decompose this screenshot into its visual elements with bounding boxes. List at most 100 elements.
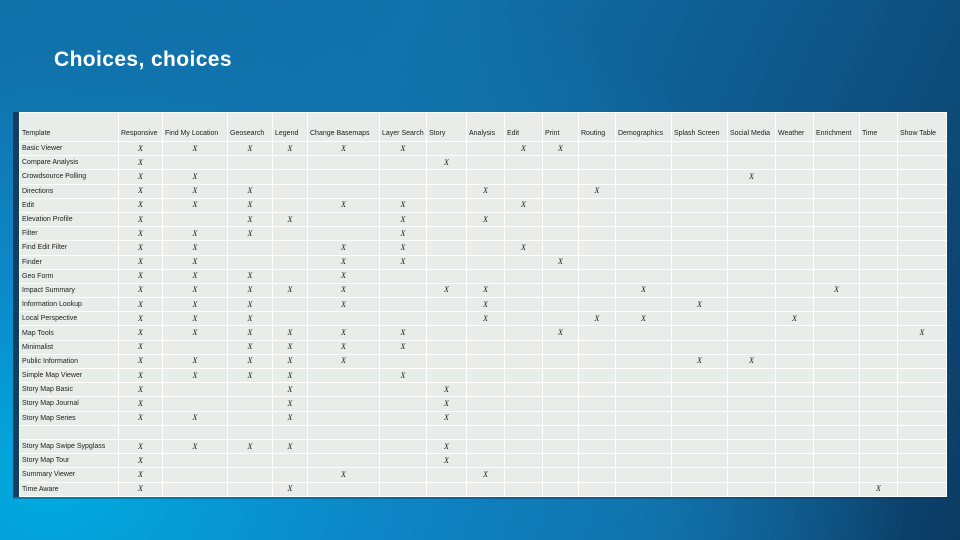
feature-cell xyxy=(897,268,947,284)
column-header-print: Print xyxy=(542,112,579,142)
feature-cell: X xyxy=(272,140,308,157)
feature-cell xyxy=(859,254,898,270)
feature-cell xyxy=(897,155,947,171)
template-row: Compare Analysis X X xyxy=(19,155,947,171)
feature-cell xyxy=(426,169,467,185)
column-header-social-media: Social Media xyxy=(727,112,776,142)
feature-cell xyxy=(504,325,543,341)
feature-cell xyxy=(727,183,776,199)
feature-cell xyxy=(727,297,776,313)
feature-cell: X xyxy=(272,367,308,384)
feature-cell xyxy=(727,481,776,497)
row-label: Story Map Swipe Sypglass xyxy=(19,438,119,455)
feature-cell xyxy=(542,481,579,497)
template-row: Story Map Series X X X X xyxy=(19,410,947,426)
feature-cell xyxy=(859,339,898,355)
feature-cell: X xyxy=(118,353,163,370)
column-header-change-basemaps: Change Basemaps xyxy=(307,112,380,142)
feature-cell xyxy=(615,453,672,469)
template-row: Finder X X X X X xyxy=(19,254,947,270)
template-row: Simple Map Viewer X X X X X xyxy=(19,367,947,384)
feature-cell: X xyxy=(671,353,728,370)
feature-cell xyxy=(671,438,728,455)
feature-cell xyxy=(504,424,543,440)
row-label: Directions xyxy=(19,183,119,199)
feature-cell xyxy=(379,453,427,469)
feature-cell xyxy=(775,183,814,199)
row-label: Minimalist xyxy=(19,339,119,355)
feature-cell: X xyxy=(466,282,505,299)
feature-cell xyxy=(727,211,776,228)
feature-cell xyxy=(542,183,579,199)
feature-cell xyxy=(859,410,898,426)
feature-cell xyxy=(504,410,543,426)
feature-cell: X xyxy=(379,254,427,270)
feature-cell: X xyxy=(162,197,228,213)
feature-cell xyxy=(859,197,898,213)
feature-cell xyxy=(813,183,860,199)
feature-cell xyxy=(897,424,947,440)
feature-cell xyxy=(542,453,579,469)
feature-cell xyxy=(813,367,860,384)
template-row: Filter X X X X xyxy=(19,226,947,242)
feature-cell xyxy=(227,410,273,426)
feature-cell xyxy=(379,311,427,327)
row-label: Public Information xyxy=(19,353,119,370)
feature-cell: X xyxy=(227,311,273,327)
template-row: Story Map Journal X X X xyxy=(19,396,947,412)
feature-cell xyxy=(578,367,616,384)
table-body: Basic Viewer X X X X X X X X Compare Analysis X X Cr… xyxy=(19,140,947,497)
template-row: Crowdsource Polling X X X xyxy=(19,169,947,185)
feature-cell: X xyxy=(272,410,308,426)
feature-cell xyxy=(727,311,776,327)
feature-cell xyxy=(504,254,543,270)
feature-cell: X xyxy=(162,183,228,199)
feature-cell xyxy=(727,410,776,426)
feature-cell xyxy=(615,339,672,355)
feature-cell: X xyxy=(466,311,505,327)
row-label: Impact Summary xyxy=(19,282,119,299)
feature-cell xyxy=(379,268,427,284)
feature-cell xyxy=(504,297,543,313)
feature-cell xyxy=(671,169,728,185)
feature-cell xyxy=(775,268,814,284)
feature-cell xyxy=(542,424,579,440)
feature-cell xyxy=(859,424,898,440)
feature-cell: X xyxy=(118,268,163,284)
feature-cell xyxy=(307,183,380,199)
feature-cell: X xyxy=(307,240,380,256)
feature-cell: X xyxy=(379,211,427,228)
feature-cell xyxy=(578,325,616,341)
feature-cell: X xyxy=(227,282,273,299)
feature-cell xyxy=(775,410,814,426)
feature-cell xyxy=(504,481,543,497)
feature-cell: X xyxy=(504,240,543,256)
feature-cell xyxy=(542,410,579,426)
feature-cell xyxy=(727,438,776,455)
feature-cell xyxy=(897,169,947,185)
row-label: Crowdsource Polling xyxy=(19,169,119,185)
feature-cell xyxy=(272,453,308,469)
template-row: Story Map Swipe Sypglass X X X X X xyxy=(19,438,947,455)
feature-cell xyxy=(897,240,947,256)
column-header-edit: Edit xyxy=(504,112,543,142)
feature-cell xyxy=(379,396,427,412)
feature-cell: X xyxy=(272,353,308,370)
feature-cell: X xyxy=(162,325,228,341)
feature-cell xyxy=(227,382,273,398)
feature-cell xyxy=(859,297,898,313)
feature-cell xyxy=(897,197,947,213)
feature-cell xyxy=(307,155,380,171)
feature-cell xyxy=(671,197,728,213)
template-row: Geo Form X X X X xyxy=(19,268,947,284)
feature-cell xyxy=(615,169,672,185)
row-label: Story Map Series xyxy=(19,410,119,426)
feature-cell: X xyxy=(118,197,163,213)
header-row: Template Responsive Find My Location Geosea… xyxy=(19,112,947,142)
feature-cell xyxy=(615,353,672,370)
feature-cell xyxy=(615,367,672,384)
feature-cell xyxy=(578,353,616,370)
feature-cell xyxy=(379,467,427,483)
feature-cell xyxy=(272,155,308,171)
